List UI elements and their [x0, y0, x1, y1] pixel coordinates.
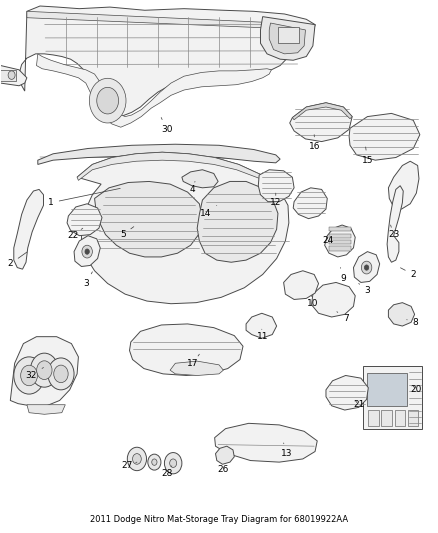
Circle shape: [164, 453, 182, 474]
Text: 5: 5: [120, 227, 134, 239]
Polygon shape: [19, 6, 315, 117]
Polygon shape: [326, 375, 368, 410]
Circle shape: [89, 78, 126, 123]
Polygon shape: [292, 103, 352, 120]
Polygon shape: [182, 169, 218, 188]
Bar: [329, 240, 351, 244]
Circle shape: [85, 249, 89, 254]
Circle shape: [170, 459, 177, 467]
Bar: [0, 70, 16, 82]
Polygon shape: [38, 144, 280, 165]
Circle shape: [361, 261, 372, 274]
Polygon shape: [293, 188, 327, 219]
Text: 10: 10: [307, 296, 318, 308]
Polygon shape: [27, 11, 315, 30]
Text: 2: 2: [400, 268, 416, 279]
Bar: [278, 27, 299, 43]
Bar: [395, 410, 405, 426]
Polygon shape: [311, 282, 355, 317]
Polygon shape: [389, 303, 415, 326]
Text: 27: 27: [122, 462, 137, 470]
Polygon shape: [269, 23, 305, 54]
Polygon shape: [389, 161, 419, 209]
Polygon shape: [0, 66, 27, 86]
Polygon shape: [215, 446, 234, 464]
Circle shape: [54, 365, 68, 383]
Text: 22: 22: [67, 228, 83, 240]
Circle shape: [30, 353, 58, 387]
Circle shape: [8, 71, 15, 79]
Text: 2: 2: [7, 252, 27, 268]
Text: 24: 24: [322, 237, 334, 246]
Bar: [329, 227, 351, 231]
Circle shape: [364, 265, 369, 270]
Polygon shape: [349, 114, 420, 160]
Bar: [329, 233, 351, 238]
Text: 21: 21: [353, 400, 364, 409]
Polygon shape: [74, 236, 100, 266]
Polygon shape: [130, 324, 243, 375]
Text: 15: 15: [362, 147, 373, 165]
Polygon shape: [11, 337, 78, 406]
Bar: [367, 373, 407, 406]
Text: 17: 17: [187, 354, 199, 368]
Circle shape: [97, 87, 119, 114]
Text: 3: 3: [359, 284, 370, 295]
Circle shape: [127, 447, 147, 471]
Text: 9: 9: [340, 268, 346, 282]
Text: 16: 16: [309, 135, 321, 151]
Circle shape: [21, 365, 38, 386]
Polygon shape: [67, 204, 102, 236]
Circle shape: [37, 361, 52, 379]
Polygon shape: [258, 169, 294, 201]
Polygon shape: [197, 181, 278, 262]
Text: 13: 13: [281, 443, 293, 458]
Polygon shape: [27, 405, 65, 414]
Circle shape: [152, 459, 157, 465]
Text: 20: 20: [411, 385, 422, 394]
Polygon shape: [284, 271, 318, 300]
Bar: [329, 246, 351, 251]
Text: 14: 14: [200, 205, 217, 218]
Polygon shape: [215, 423, 317, 462]
Text: 8: 8: [407, 318, 418, 327]
Bar: [408, 410, 418, 426]
Polygon shape: [325, 225, 355, 257]
Text: 30: 30: [161, 117, 173, 134]
Text: 2011 Dodge Nitro Mat-Storage Tray Diagram for 68019922AA: 2011 Dodge Nitro Mat-Storage Tray Diagra…: [90, 514, 348, 523]
Bar: [363, 366, 422, 429]
Text: 4: 4: [190, 181, 196, 194]
Polygon shape: [246, 313, 277, 338]
Text: 11: 11: [257, 329, 268, 341]
Text: 12: 12: [270, 193, 282, 207]
Circle shape: [148, 454, 161, 470]
Bar: [368, 410, 379, 426]
Text: 23: 23: [388, 225, 399, 239]
Polygon shape: [353, 252, 380, 282]
Polygon shape: [387, 185, 403, 262]
Polygon shape: [290, 103, 352, 142]
Circle shape: [48, 358, 74, 390]
Polygon shape: [95, 181, 202, 257]
Circle shape: [82, 245, 92, 258]
Circle shape: [14, 357, 44, 394]
Text: 1: 1: [48, 188, 120, 207]
Polygon shape: [170, 361, 223, 375]
Text: 26: 26: [218, 465, 229, 474]
Polygon shape: [261, 17, 315, 60]
Polygon shape: [77, 152, 289, 304]
Text: 32: 32: [25, 368, 43, 380]
Polygon shape: [77, 152, 262, 180]
Text: 28: 28: [161, 466, 172, 478]
Polygon shape: [36, 54, 272, 127]
Polygon shape: [14, 189, 43, 269]
Circle shape: [133, 454, 141, 464]
Bar: [381, 410, 392, 426]
Text: 3: 3: [83, 272, 92, 288]
Text: 7: 7: [337, 312, 349, 323]
